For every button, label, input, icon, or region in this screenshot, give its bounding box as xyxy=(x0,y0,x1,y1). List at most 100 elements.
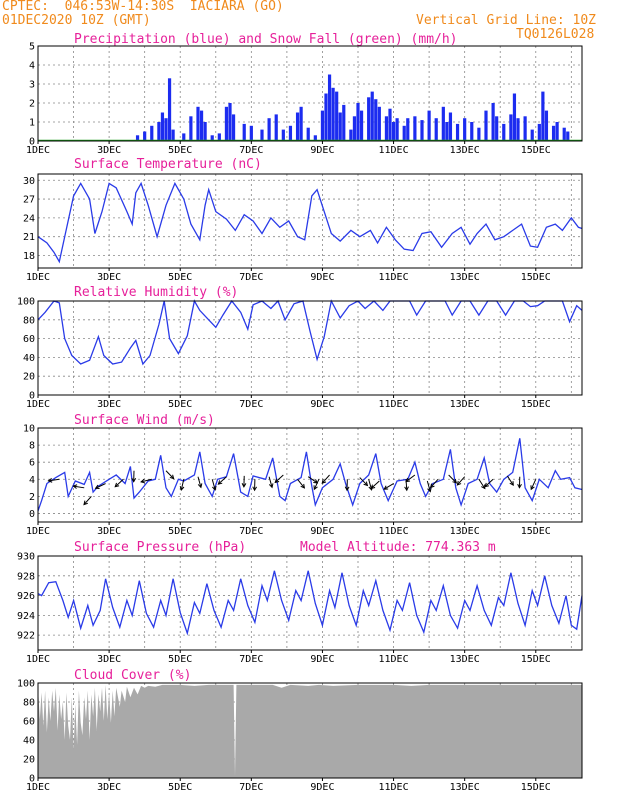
precip-bar xyxy=(391,122,396,141)
precip-bar xyxy=(374,99,378,141)
x-tick-label: 5DEC xyxy=(168,782,192,793)
wind-vector-arrow xyxy=(478,479,486,489)
wind-vector-arrow xyxy=(165,470,175,479)
y-tick-label: 4 xyxy=(29,61,35,72)
wind-vector-arrow xyxy=(95,483,106,489)
wind-vector-head xyxy=(509,481,514,486)
wind-vector-arrow xyxy=(197,476,202,488)
precip-bar xyxy=(249,125,253,141)
x-tick-label: 13DEC xyxy=(450,145,480,156)
wind-vector-head xyxy=(72,484,78,489)
x-tick-label: 15DEC xyxy=(521,145,551,156)
precip-bar xyxy=(199,110,204,141)
precip-bar xyxy=(295,112,300,141)
precipitation-frame xyxy=(37,45,583,142)
wind-vector-head xyxy=(517,483,522,489)
wind-series-line xyxy=(37,438,583,512)
x-tick-label: 13DEC xyxy=(450,272,480,283)
precip-bar xyxy=(157,122,161,141)
x-tick-label: 13DEC xyxy=(450,399,480,410)
precip-bar xyxy=(338,112,342,141)
precip-bar xyxy=(484,110,488,141)
pressure-title: Surface Pressure (hPa) xyxy=(74,540,246,555)
precip-bar xyxy=(320,110,325,141)
wind-vector-head xyxy=(252,486,258,492)
x-tick-label: 7DEC xyxy=(239,526,263,537)
precip-bar xyxy=(242,123,246,141)
model-id-label: TQ0126L028 xyxy=(516,27,595,42)
wind-vector-head xyxy=(197,483,203,489)
wind-vector-arrow xyxy=(430,478,439,488)
x-tick-label: 5DEC xyxy=(168,272,192,283)
y-tick-label: 0 xyxy=(29,509,35,520)
x-tick-label: 7DEC xyxy=(239,782,263,793)
precip-bar xyxy=(171,129,175,141)
vertical-grid-line-note: Vertical Grid Line: 10Z xyxy=(416,13,597,28)
wind-vector-head xyxy=(530,485,535,491)
x-tick-label: 9DEC xyxy=(310,272,334,283)
precip-bar xyxy=(388,108,392,141)
x-tick-label: 13DEC xyxy=(450,526,480,537)
wind-vector-head xyxy=(363,481,369,487)
precip-bar xyxy=(327,74,332,141)
x-tick-label: 5DEC xyxy=(168,399,192,410)
precip-bar xyxy=(150,125,154,141)
wind-vector-arrow xyxy=(448,474,457,484)
wind-vector-head xyxy=(405,477,411,483)
precip-bar xyxy=(359,110,364,141)
precip-bar xyxy=(267,118,271,141)
y-tick-label: 100 xyxy=(17,297,35,308)
y-tick-label: 930 xyxy=(17,552,35,563)
precip-bar xyxy=(551,125,556,141)
precip-bar xyxy=(143,131,147,141)
precip-bar xyxy=(189,116,193,141)
wind-vector-head xyxy=(300,483,306,489)
wind-vector-arrow xyxy=(217,476,227,485)
y-tick-label: 2 xyxy=(29,99,35,110)
precip-bar xyxy=(463,118,467,141)
wind-vector-head xyxy=(241,483,247,488)
wind-vector-arrow xyxy=(484,478,494,488)
x-tick-label: 9DEC xyxy=(310,782,334,793)
x-tick-label: 9DEC xyxy=(310,399,334,410)
x-tick-label: 7DEC xyxy=(239,272,263,283)
precip-bar xyxy=(512,93,517,141)
wind-vector-arrow xyxy=(73,485,85,489)
wind-vector-head xyxy=(481,484,486,490)
wind-vector-arrow xyxy=(297,478,305,489)
wind-panel: Surface Wind (m/s) 0 2 4 6 8 10 1DEC 3DEC 5DEC 7DE… xyxy=(23,413,583,537)
wind-vector-arrow xyxy=(506,475,514,486)
x-tick-label: 1DEC xyxy=(26,526,50,537)
x-tick-label: 3DEC xyxy=(97,272,121,283)
pressure-frame xyxy=(37,555,583,651)
wind-vector-head xyxy=(370,484,376,490)
temperature-title: Surface Temperature (nC) xyxy=(74,157,262,172)
y-tick-label: 922 xyxy=(17,631,35,642)
run-date-header: 01DEC2020 10Z (GMT) xyxy=(2,13,151,28)
precip-bar xyxy=(555,122,559,141)
model-altitude-label: Model Altitude: 774.363 m xyxy=(300,540,496,555)
y-tick-label: 60 xyxy=(23,717,35,728)
cloud-cover-title: Cloud Cover (%) xyxy=(74,668,191,683)
precip-bar xyxy=(395,118,399,141)
cloud-cover-panel: Cloud Cover (%) 0 20 40 60 80 100 1DEC 3DEC 5DEC 7… xyxy=(17,668,583,793)
precipitation-title: Precipitation (blue) and Snow Fall (gree… xyxy=(74,32,458,47)
humidity-panel: Relative Humidity (%) 0 20 40 60 80 100 1DEC 3DE… xyxy=(17,285,583,410)
precip-bar xyxy=(196,106,200,141)
y-tick-label: 8 xyxy=(29,441,35,452)
wind-vector-head xyxy=(114,482,120,488)
precip-bar xyxy=(324,93,328,141)
wind-vector-head xyxy=(452,478,458,484)
y-tick-label: 21 xyxy=(23,232,35,243)
precip-bar xyxy=(477,127,481,141)
y-tick-label: 0 xyxy=(29,137,35,148)
x-tick-label: 15DEC xyxy=(521,272,551,283)
x-tick-label: 11DEC xyxy=(379,526,409,537)
wind-vector-head xyxy=(404,486,409,492)
precip-bar xyxy=(445,122,449,141)
x-tick-label: 15DEC xyxy=(521,782,551,793)
x-tick-label: 13DEC xyxy=(450,782,480,793)
humidity-frame xyxy=(37,300,583,396)
x-tick-label: 11DEC xyxy=(379,272,409,283)
